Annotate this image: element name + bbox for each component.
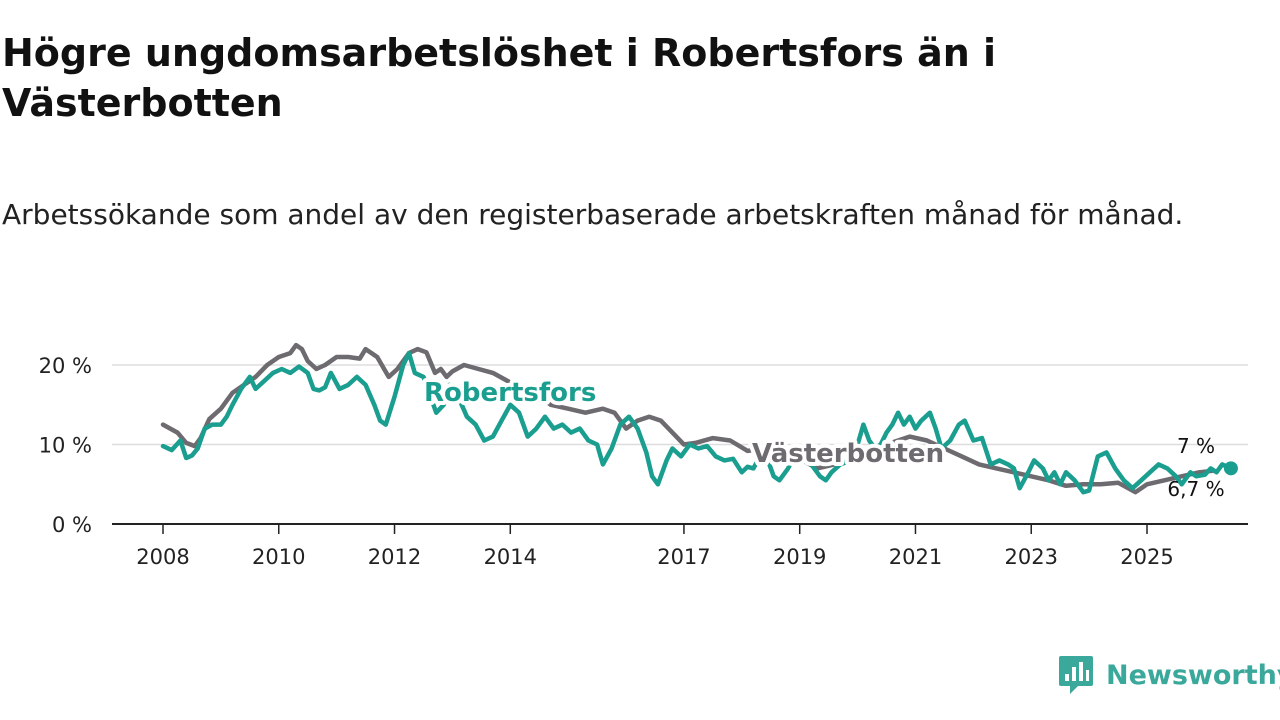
x-tick-label: 2019 [773,545,826,569]
series-label-vasterbotten-halo: Västerbotten [752,439,944,469]
chart-subtitle: Arbetssökande som andel av den registerb… [2,198,1184,231]
series-label-vasterbotten: Västerbotten [752,439,944,469]
y-tick-label: 10 % [39,434,92,458]
x-tick-label: 2017 [657,545,710,569]
x-tick-label: 2014 [484,545,537,569]
x-tick-label: 2021 [889,545,942,569]
series-line-vsterbotten [160,342,1216,495]
axes: 0 % 10 % 20 % 2008 2010 2012 2014 2017 2019 2021 2… [39,354,1248,569]
x-tick-label: 2023 [1005,545,1058,569]
x-tick-label: 2025 [1120,545,1173,569]
brand-name: Newsworthy [1106,659,1280,691]
chart-title: Högre ungdomsarbetslöshet i Robertsfors … [2,31,997,125]
end-value-robertsfors: 7 % [1177,434,1215,458]
x-tick-label: 2008 [136,545,189,569]
gridlines [112,364,1248,446]
series-label-robertsfors-halo: Robertsfors [424,378,596,408]
y-tick-label: 20 % [39,354,92,378]
x-tick-label: 2012 [368,545,421,569]
newsworthy-logo: Newsworthy [1058,654,1280,696]
series-labels: 7 %6,7 %RobertsforsRobertsforsVästerbott… [420,374,1225,501]
x-tick-label: 2010 [252,545,305,569]
series-lines [160,342,1238,495]
end-value-vasterbotten: 6,7 % [1167,477,1224,501]
series-line-robertsfors [160,350,1234,495]
y-tick-label: 0 % [52,513,92,537]
series-label-robertsfors: Robertsfors [424,378,596,408]
newsworthy-logo-icon [1059,656,1093,694]
end-marker-robertsfors [1223,461,1238,476]
